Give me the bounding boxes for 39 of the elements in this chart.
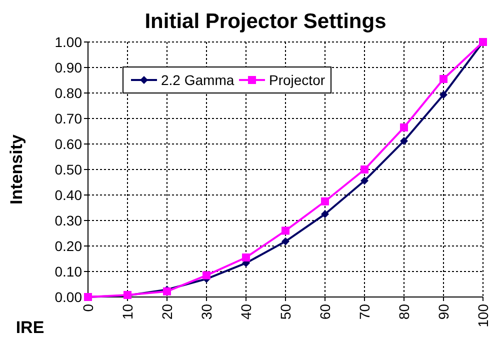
point [440, 74, 448, 83]
point [440, 90, 448, 99]
x-tick-label: 30 [198, 304, 214, 320]
y-tick-label: 0.60 [54, 136, 82, 152]
x-tick-label: 10 [119, 304, 136, 320]
y-tick-label: 1.00 [54, 34, 82, 50]
x-tick-label: 60 [316, 304, 333, 320]
x-tick-label: 100 [474, 304, 491, 328]
point [321, 210, 329, 218]
point [360, 166, 368, 174]
x-tick-label: 70 [356, 304, 372, 320]
x-tick-label: 40 [238, 304, 254, 320]
y-tick-label: 0.20 [54, 238, 82, 254]
point [321, 197, 329, 206]
x-tick-label: 20 [158, 304, 175, 320]
y-tick-label: 0.30 [54, 212, 82, 228]
point [282, 226, 290, 235]
y-tick-label: 0.40 [54, 186, 82, 203]
y-tick-label: 0.80 [54, 84, 82, 101]
point [360, 176, 368, 185]
x-tick-label: 90 [435, 304, 452, 320]
point [282, 237, 290, 246]
chart-title: Initial Projector Settings [144, 10, 386, 33]
point [202, 271, 210, 280]
y-tick-label: 0.70 [54, 110, 82, 126]
point [400, 123, 408, 132]
y-tick-label: 0.00 [54, 288, 82, 305]
point [400, 136, 408, 145]
x-tick-label: 50 [277, 304, 294, 320]
y-tick-label: 0.10 [54, 263, 82, 280]
x-tick-label: 0 [80, 304, 96, 312]
x-axis-title: IRE [16, 318, 44, 337]
point [242, 253, 250, 262]
y-tick-label: 0.90 [54, 59, 82, 76]
legend-label: Projector [269, 72, 326, 88]
legend-label: 2.2 Gamma [161, 72, 234, 88]
y-axis-title: Intensity [7, 134, 26, 204]
y-tick-label: 0.50 [54, 161, 82, 178]
x-tick-label: 80 [396, 304, 412, 320]
